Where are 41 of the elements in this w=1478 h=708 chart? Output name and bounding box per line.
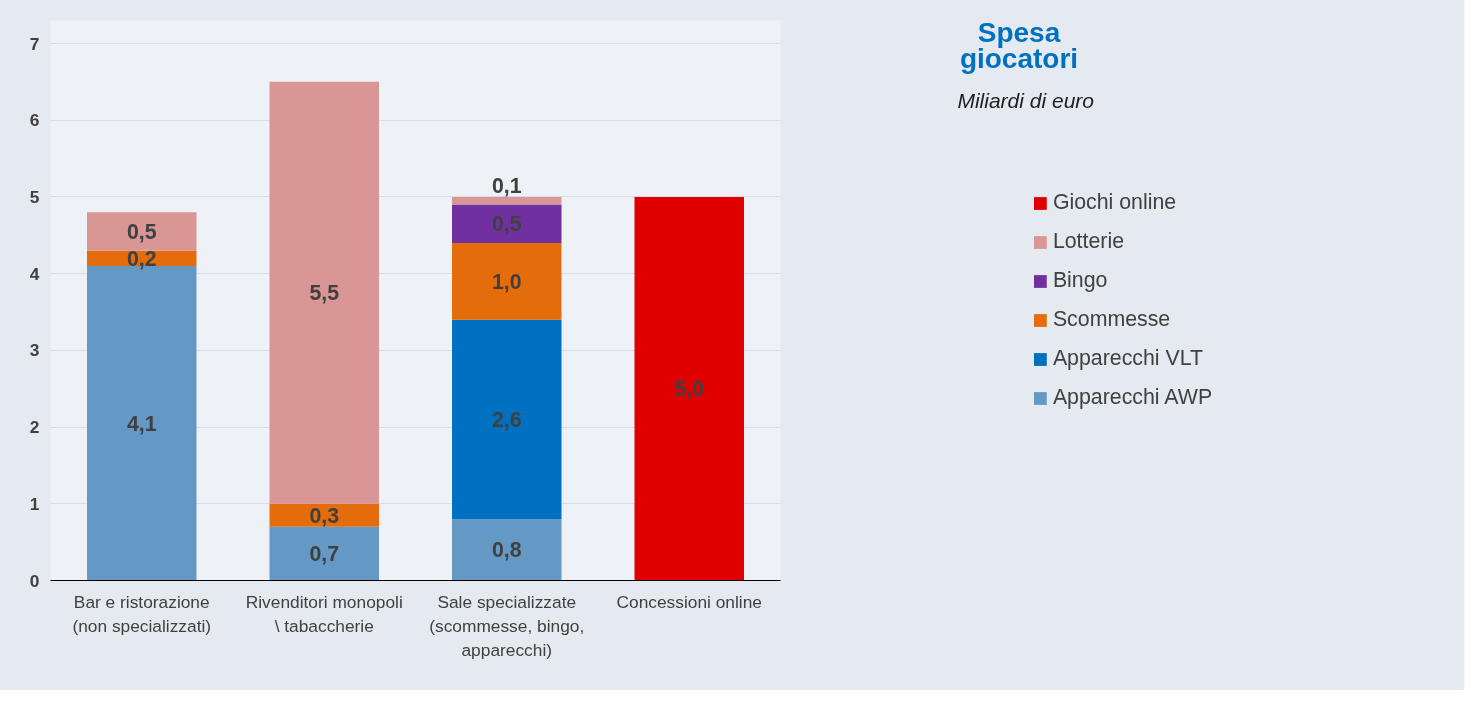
legend-label: Bingo: [1052, 268, 1108, 293]
data-label: 2,6: [491, 407, 522, 432]
x-tick-label: Bar e ristorazione (non specializzati): [72, 591, 212, 636]
data-label: 0,1: [491, 174, 522, 199]
text: Miliardi di euro: [956, 88, 1094, 114]
y-tick-label: 6: [29, 110, 40, 131]
y-tick-label: 7: [29, 33, 40, 54]
data-label: 5,5: [309, 281, 340, 306]
y-tick-label: 1: [29, 493, 40, 514]
legend-label: Scommesse: [1052, 307, 1171, 332]
data-label: 0,3: [309, 503, 340, 528]
legend-label: Lotterie: [1052, 229, 1125, 254]
data-label: 0,2: [126, 246, 157, 271]
bar: [452, 196, 562, 205]
legend-label: Giochi online: [1052, 190, 1177, 215]
legend-label: Apparecchi VLT: [1052, 346, 1204, 371]
y-tick-label: 3: [29, 340, 40, 361]
x-tick-label: Rivenditori monopoli \ tabaccherie: [245, 591, 403, 636]
data-label: 0,7: [309, 542, 340, 567]
bar: [634, 196, 744, 581]
bar: [452, 319, 562, 520]
y-tick-label: 2: [29, 417, 40, 438]
data-label: 1,0: [491, 269, 522, 294]
x-tick-label: Concessioni online: [616, 591, 762, 612]
bar: [269, 81, 379, 504]
x-tick-label: Sale specializzate (scommesse, bingo, apparecchi): [429, 591, 585, 660]
data-label: 0,8: [491, 538, 522, 563]
data-label: 0,5: [491, 212, 522, 237]
y-tick-label: 5: [29, 186, 40, 207]
data-label: 0,5: [126, 219, 157, 244]
bar: [452, 519, 562, 581]
bar: [452, 242, 562, 320]
data-label: 5,0: [674, 377, 705, 402]
data-label: 4,1: [126, 411, 157, 436]
y-tick-label: 4: [29, 263, 40, 284]
legend-label: Apparecchi AWP: [1052, 385, 1213, 410]
text: Spesa giocatori: [958, 17, 1080, 74]
bar: [87, 212, 197, 251]
y-tick-label: 0: [29, 570, 40, 591]
bar: [269, 526, 379, 581]
bar: [452, 204, 562, 243]
